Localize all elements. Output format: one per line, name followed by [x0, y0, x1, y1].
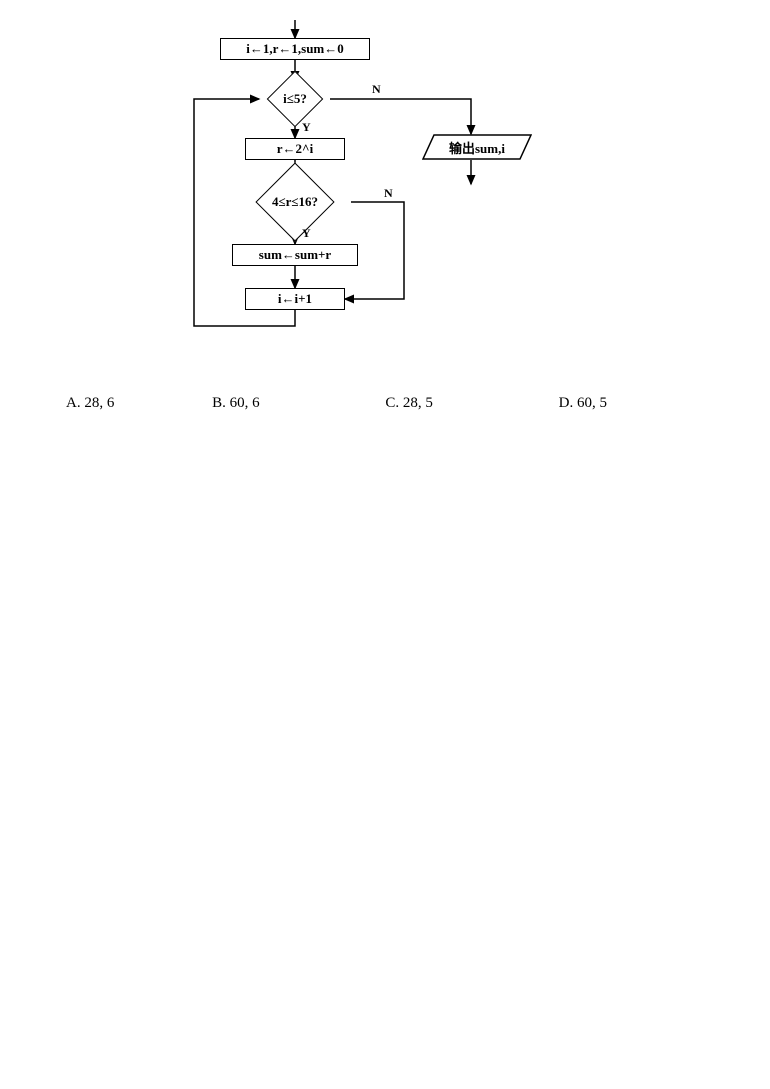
- flowchart-edges: [176, 18, 556, 388]
- label-cond1-y-text: Y: [302, 120, 311, 134]
- label-cond1-y: Y: [302, 120, 311, 135]
- page: i←1,r←1,sum←0 i≤5? r←2^i 4≤r≤16? sum←sum…: [0, 0, 770, 1089]
- option-d: D. 60, 5: [559, 395, 607, 412]
- label-cond2-y: Y: [302, 226, 311, 241]
- node-sum: sum←sum+r: [232, 244, 358, 266]
- label-cond1-n-text: N: [372, 82, 381, 96]
- option-b: B. 60, 6: [212, 395, 260, 412]
- answer-options: A. 28, 6 B. 60, 6 C. 28, 5 D. 60, 5: [66, 395, 607, 412]
- label-cond1-n: N: [372, 82, 381, 97]
- node-inc-label: i←i+1: [278, 291, 312, 307]
- option-c: C. 28, 5: [385, 395, 433, 412]
- node-cond1-label: i≤5?: [283, 91, 307, 106]
- node-init: i←1,r←1,sum←0: [220, 38, 370, 60]
- node-cond2: 4≤r≤16?: [239, 180, 351, 224]
- option-a: A. 28, 6: [66, 395, 114, 412]
- node-inc: i←i+1: [245, 288, 345, 310]
- label-cond2-n-text: N: [384, 186, 393, 200]
- node-calc-r-label: r←2^i: [277, 141, 313, 157]
- node-output: 输出sum,i: [422, 134, 532, 160]
- node-sum-label: sum←sum+r: [259, 247, 331, 263]
- node-output-label: 输出sum,i: [449, 138, 505, 157]
- node-cond1: i≤5?: [260, 80, 330, 118]
- node-cond2-label: 4≤r≤16?: [272, 194, 318, 209]
- node-init-label: i←1,r←1,sum←0: [246, 41, 344, 57]
- label-cond2-n: N: [384, 186, 393, 201]
- flowchart: i←1,r←1,sum←0 i≤5? r←2^i 4≤r≤16? sum←sum…: [176, 18, 556, 388]
- node-calc-r: r←2^i: [245, 138, 345, 160]
- label-cond2-y-text: Y: [302, 226, 311, 240]
